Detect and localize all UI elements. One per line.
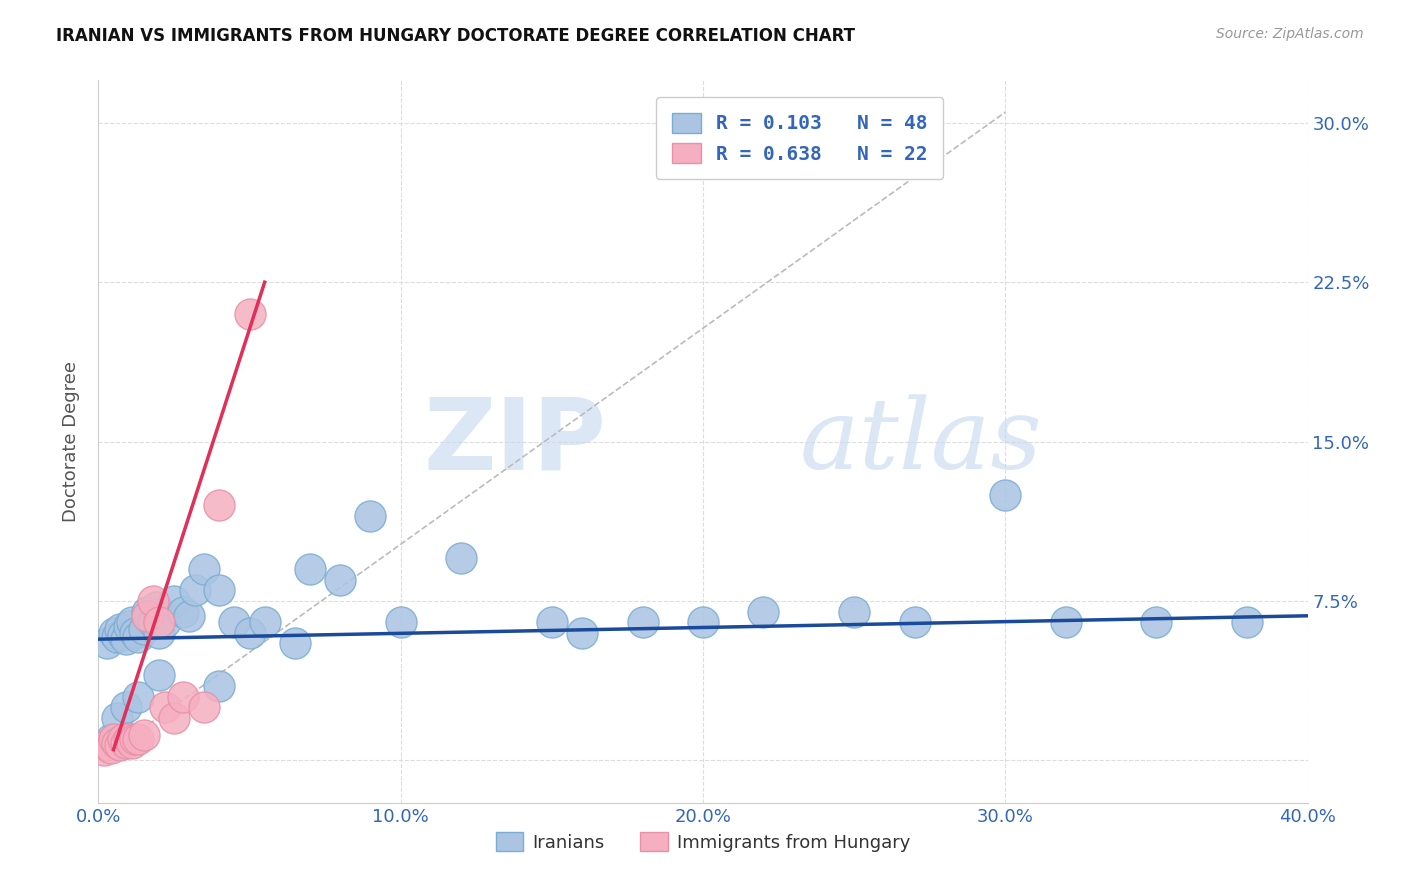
Point — [103, 732, 125, 747]
Point — [172, 605, 194, 619]
Point — [329, 573, 352, 587]
Point — [153, 615, 176, 630]
Point — [172, 690, 194, 704]
Point — [571, 625, 593, 640]
Legend: Iranians, Immigrants from Hungary: Iranians, Immigrants from Hungary — [489, 825, 917, 859]
Point — [100, 732, 122, 747]
Point — [148, 625, 170, 640]
Point — [692, 615, 714, 630]
Text: Source: ZipAtlas.com: Source: ZipAtlas.com — [1216, 27, 1364, 41]
Point — [208, 679, 231, 693]
Point — [631, 615, 654, 630]
Point — [105, 736, 128, 750]
Point — [360, 508, 382, 523]
Point — [1054, 615, 1077, 630]
Point — [148, 615, 170, 630]
Point — [208, 583, 231, 598]
Point — [124, 625, 146, 640]
Point — [127, 690, 149, 704]
Point — [121, 736, 143, 750]
Point — [145, 600, 167, 615]
Point — [1236, 615, 1258, 630]
Point — [118, 619, 141, 633]
Point — [844, 605, 866, 619]
Y-axis label: Doctorate Degree: Doctorate Degree — [62, 361, 80, 522]
Point — [193, 700, 215, 714]
Point — [114, 700, 136, 714]
Point — [124, 732, 146, 747]
Point — [142, 594, 165, 608]
Point — [111, 732, 134, 747]
Point — [105, 630, 128, 644]
Point — [96, 636, 118, 650]
Point — [389, 615, 412, 630]
Point — [105, 711, 128, 725]
Text: ZIP: ZIP — [423, 393, 606, 490]
Point — [100, 740, 122, 755]
Text: IRANIAN VS IMMIGRANTS FROM HUNGARY DOCTORATE DEGREE CORRELATION CHART: IRANIAN VS IMMIGRANTS FROM HUNGARY DOCTO… — [56, 27, 855, 45]
Point — [114, 736, 136, 750]
Point — [135, 605, 157, 619]
Point — [450, 551, 472, 566]
Point — [208, 498, 231, 512]
Point — [163, 594, 186, 608]
Point — [111, 628, 134, 642]
Point — [114, 632, 136, 647]
Point — [179, 608, 201, 623]
Point — [239, 625, 262, 640]
Text: atlas: atlas — [800, 394, 1042, 489]
Point — [93, 742, 115, 756]
Point — [153, 700, 176, 714]
Point — [108, 622, 131, 636]
Point — [132, 728, 155, 742]
Point — [103, 625, 125, 640]
Point — [184, 583, 207, 598]
Point — [96, 739, 118, 753]
Point — [135, 608, 157, 623]
Point — [127, 732, 149, 747]
Point — [132, 622, 155, 636]
Point — [253, 615, 276, 630]
Point — [1144, 615, 1167, 630]
Point — [193, 562, 215, 576]
Point — [163, 711, 186, 725]
Point — [904, 615, 927, 630]
Point — [284, 636, 307, 650]
Point — [994, 488, 1017, 502]
Point — [121, 615, 143, 630]
Point — [127, 630, 149, 644]
Point — [540, 615, 562, 630]
Point — [118, 732, 141, 747]
Point — [142, 615, 165, 630]
Point — [239, 307, 262, 321]
Point — [224, 615, 246, 630]
Point — [148, 668, 170, 682]
Point — [299, 562, 322, 576]
Point — [752, 605, 775, 619]
Point — [108, 739, 131, 753]
